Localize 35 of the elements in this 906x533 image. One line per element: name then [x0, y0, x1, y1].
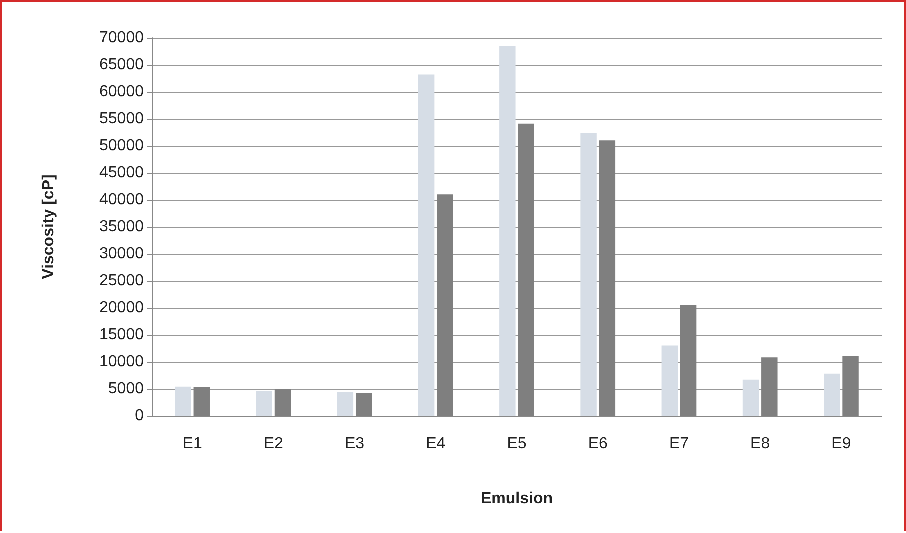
bar: [662, 346, 678, 416]
y-tick-label: 0: [135, 408, 144, 424]
y-tick-label: 60000: [100, 84, 144, 100]
x-tick-label: E3: [344, 436, 365, 452]
y-tick-label: 10000: [100, 354, 144, 370]
x-tick-label: E5: [507, 436, 527, 452]
bar: [256, 391, 272, 416]
x-tick-label: E1: [182, 436, 202, 452]
y-tick-label: 5000: [108, 380, 144, 398]
y-tick-label: 70000: [100, 30, 144, 46]
x-axis-title: Emulsion: [480, 490, 554, 508]
y-tick-label: 50000: [100, 138, 144, 154]
bar: [742, 380, 760, 416]
bar: [824, 374, 840, 416]
x-tick-label: E2: [264, 436, 284, 452]
x-tick-label: E6: [588, 436, 608, 452]
y-tick-label: 55000: [100, 110, 144, 128]
bar: [337, 392, 354, 416]
y-tick-label: 45000: [100, 164, 144, 182]
y-tick-label: 15000: [100, 326, 144, 344]
bar: [500, 46, 516, 416]
y-axis-title: Viscosity [cP]: [40, 174, 58, 280]
x-tick-label: E8: [750, 436, 770, 452]
y-tick-label: 35000: [100, 218, 144, 236]
bar: [175, 386, 192, 416]
y-tick-label: 25000: [100, 272, 144, 290]
x-tick-label: E7: [669, 436, 690, 452]
y-tick-label: 20000: [100, 300, 144, 316]
y-tick-label: 65000: [100, 56, 144, 74]
y-tick-label: 40000: [100, 192, 144, 208]
bar: [580, 133, 597, 416]
x-tick-label: E9: [832, 436, 852, 452]
y-tick-label: 30000: [100, 246, 144, 262]
x-tick-label: E4: [426, 436, 446, 452]
bar: [418, 74, 435, 416]
